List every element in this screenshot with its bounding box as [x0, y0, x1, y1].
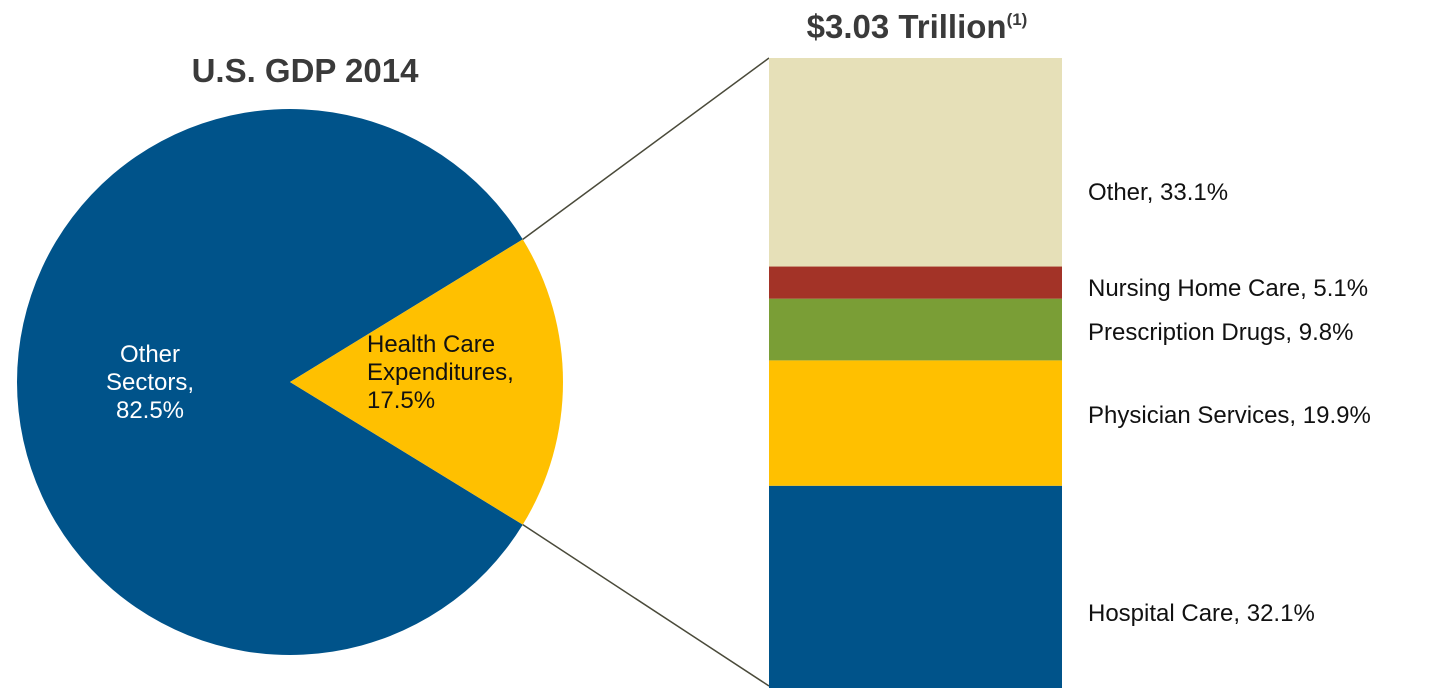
bar-title-superscript: (1)	[1007, 10, 1028, 29]
pie-label-line: Other	[120, 341, 180, 368]
bar-segment-label: Prescription Drugs, 9.8%	[1088, 319, 1353, 346]
stacked-bar-chart: Hospital Care, 32.1% Physician Services, …	[769, 58, 1371, 688]
bar-title: $3.03 Trillion(1)	[807, 8, 1028, 45]
pie-label-line: 82.5%	[116, 397, 184, 424]
bar-title-main: $3.03 Trillion	[807, 8, 1007, 45]
pie-label-line: Sectors,	[106, 369, 194, 396]
bar-segment	[769, 360, 1062, 486]
pie-slice-other-sectors	[17, 108, 523, 656]
bar-segment-label: Hospital Care, 32.1%	[1088, 600, 1315, 627]
bar-segment	[769, 58, 1062, 267]
connector-line-top	[522, 57, 770, 240]
pie-label-other-sectors: Other Sectors, 82.5%	[106, 341, 194, 424]
pie-title: U.S. GDP 2014	[192, 52, 419, 89]
pie-label-line: Health Care	[367, 331, 495, 358]
pie-label-health-care: Health Care Expenditures, 17.5%	[367, 331, 514, 414]
pie-label-line: 17.5%	[367, 387, 435, 414]
bar-segment-label: Nursing Home Care, 5.1%	[1088, 275, 1368, 302]
pie-label-line: Expenditures,	[367, 359, 514, 386]
bar-segment	[769, 266, 1062, 299]
bar-segment	[769, 485, 1062, 688]
bar-segment-label: Physician Services, 19.9%	[1088, 402, 1371, 429]
bar-segment	[769, 298, 1062, 361]
pie-chart: Other Sectors, 82.5% Health Care Expenditure…	[17, 108, 563, 656]
connector-lines	[522, 57, 770, 687]
bar-segment-label: Other, 33.1%	[1088, 179, 1228, 206]
pie-slice-health-care	[290, 239, 563, 525]
connector-line-bottom	[522, 524, 770, 687]
